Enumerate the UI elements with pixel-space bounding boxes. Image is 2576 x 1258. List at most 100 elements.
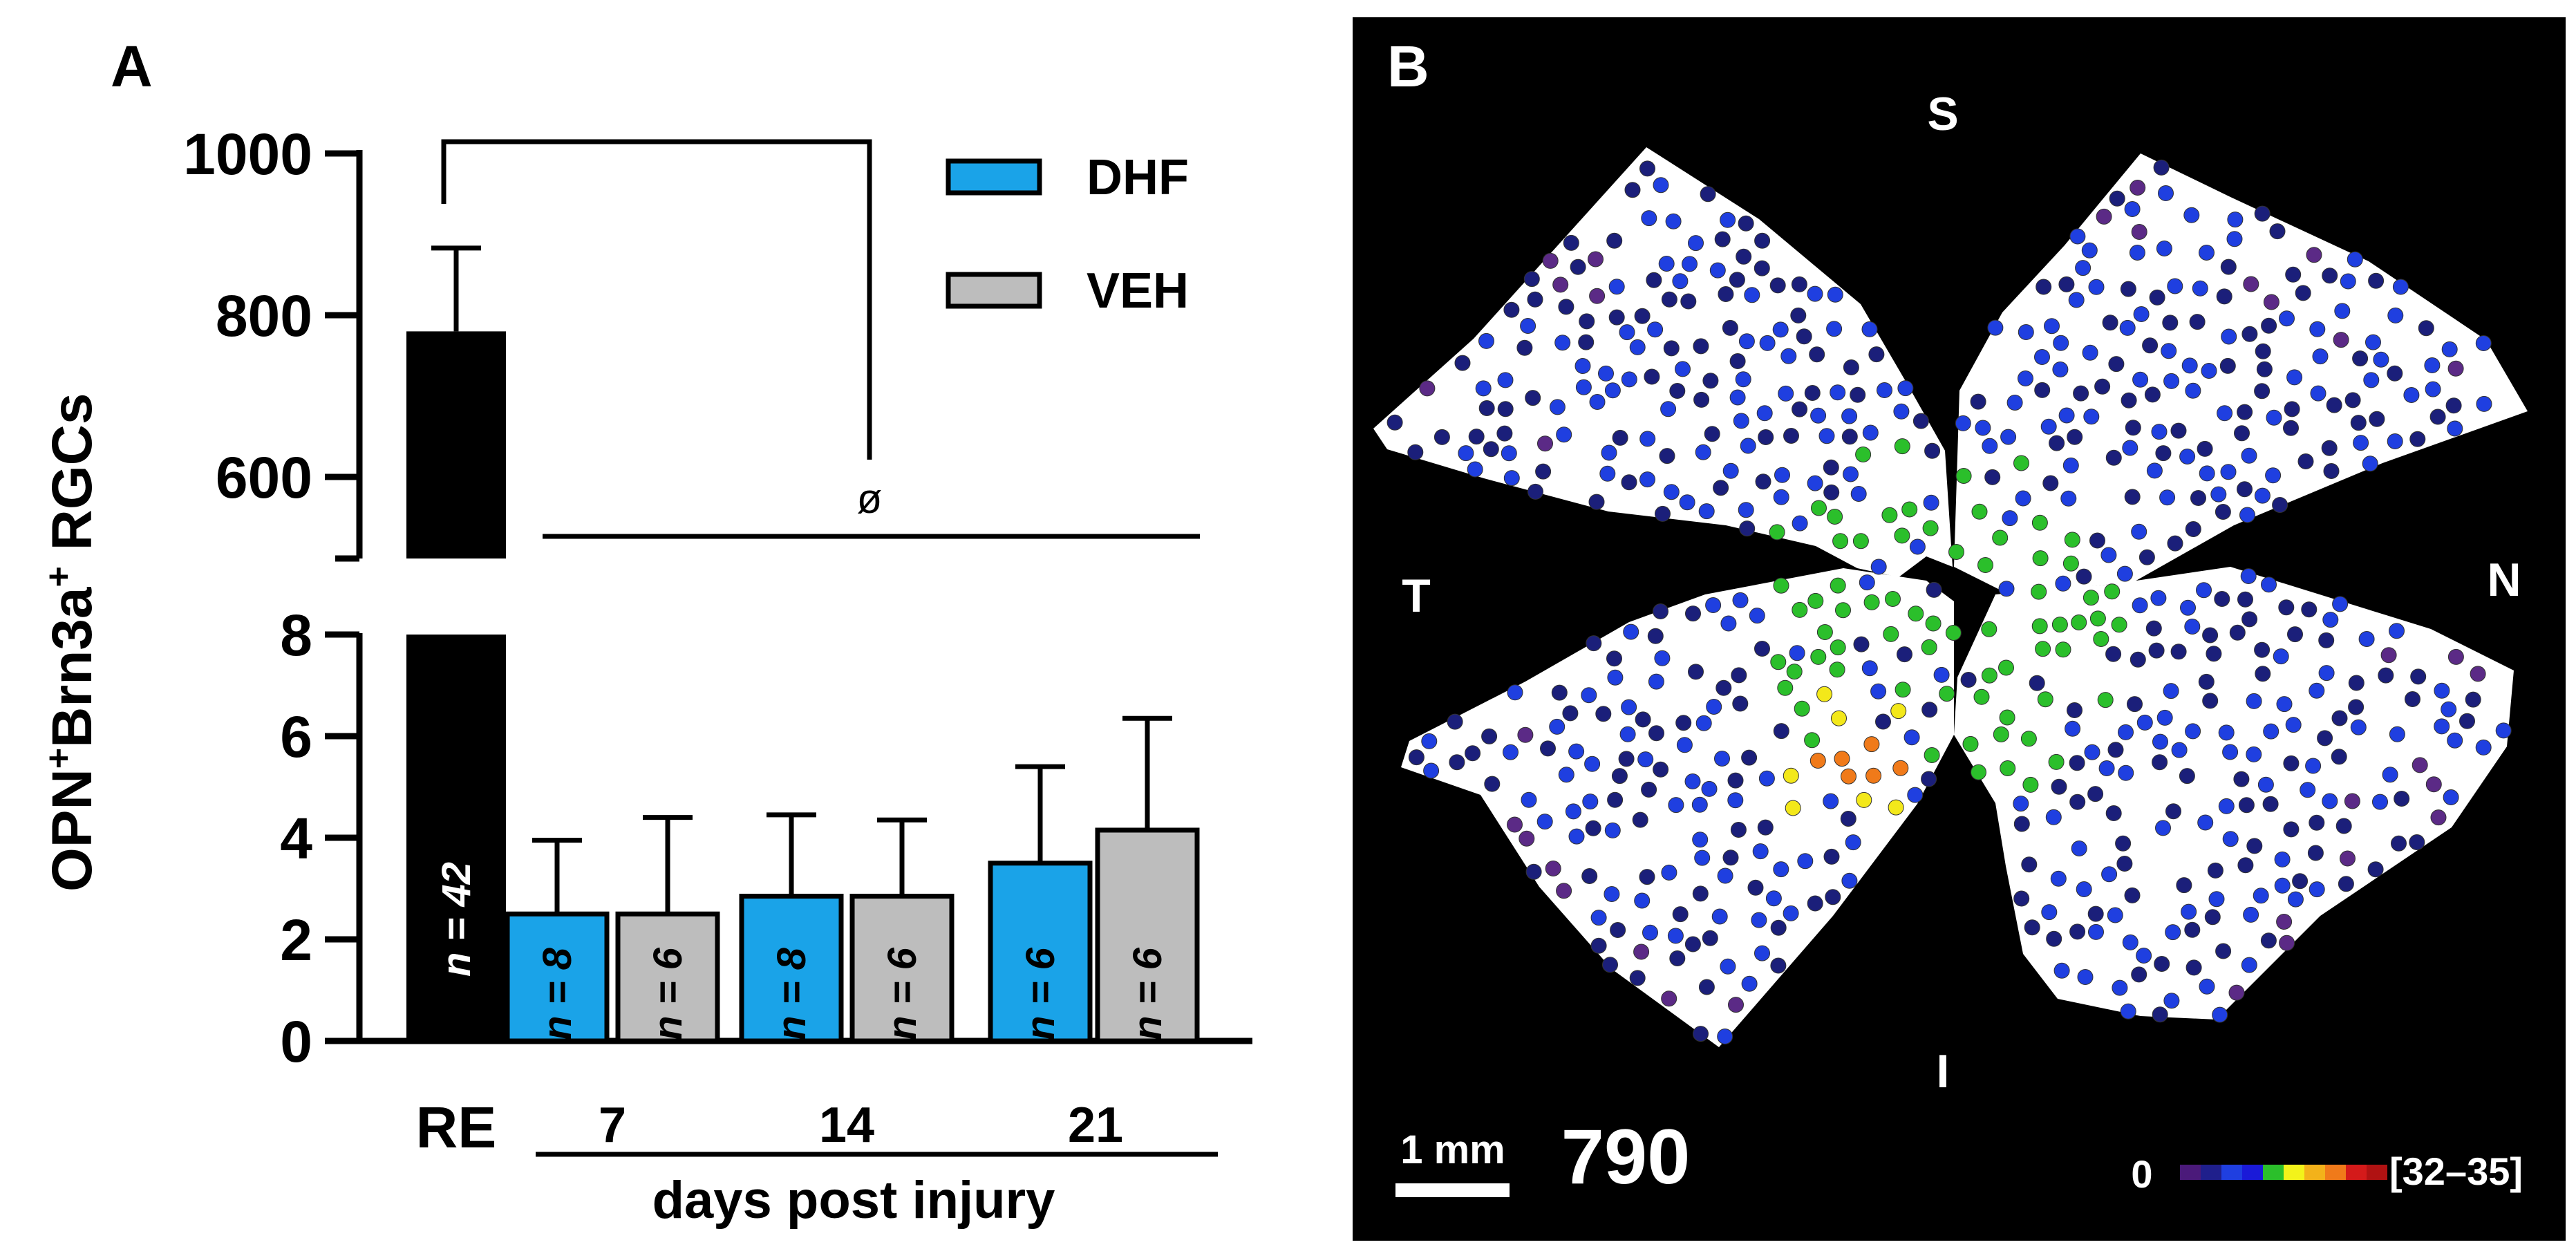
rgc-dot — [1693, 338, 1709, 355]
rgc-dot — [1804, 385, 1821, 401]
rgc-dot — [1921, 639, 1937, 655]
rgc-dot — [2243, 276, 2259, 292]
rgc-dot — [1562, 705, 1579, 722]
rgc-dot — [1682, 256, 1698, 272]
rgc-dot — [1894, 527, 1910, 544]
rgc-dot — [1841, 408, 1858, 424]
rgc-dot — [1783, 905, 1799, 921]
rgc-dot — [1717, 1029, 1733, 1044]
significance-bracket — [441, 139, 1200, 539]
rgc-dot — [2309, 682, 2325, 699]
x-label-14: 14 — [819, 1098, 874, 1153]
rgc-dot — [1720, 212, 1736, 228]
rgc-dot — [1527, 291, 1543, 308]
rgc-dot — [2109, 190, 2125, 207]
rgc-dot — [2409, 431, 2426, 447]
rgc-dot — [2263, 294, 2279, 310]
rgc-dot — [2000, 760, 2016, 776]
rgc-dot — [1908, 605, 1924, 622]
rgc-dot — [2237, 404, 2253, 420]
rgc-dot — [2020, 731, 2037, 747]
rgc-dot — [1589, 394, 1606, 410]
rgc-dot — [2243, 906, 2259, 923]
rgc-dot — [1977, 557, 1993, 573]
rgc-dot — [1619, 726, 1636, 742]
colorbar-segment — [2346, 1165, 2367, 1180]
rgc-dot — [1859, 574, 1875, 591]
rgc-dot — [1720, 958, 1736, 975]
rgc-dot — [1738, 502, 1754, 518]
rgc-dot — [1970, 393, 1986, 410]
rgc-dot — [1705, 597, 1722, 613]
rgc-dot — [1881, 507, 1898, 523]
rgc-dot — [1755, 473, 1771, 490]
rgc-dot — [1835, 602, 1851, 619]
rgc-dot — [2046, 930, 2062, 947]
rgc-dot — [1668, 797, 1684, 814]
rgc-dot — [2254, 205, 2271, 222]
rgc-dot — [2369, 411, 2385, 427]
rgc-dot — [2064, 532, 2080, 548]
rgc-dot — [2254, 383, 2271, 400]
rgc-dot — [2051, 778, 2067, 795]
rgc-dot — [2105, 805, 2122, 821]
rgc-dot — [1701, 780, 1718, 797]
rgc-dot — [2150, 590, 2167, 606]
rgc-dot — [2434, 718, 2450, 735]
rgc-dot — [1818, 428, 1835, 444]
rgc-dot — [2156, 709, 2173, 726]
rgc-dot — [1855, 447, 1872, 462]
rgc-dot — [1853, 636, 1870, 653]
rgc-dot — [1525, 390, 1541, 406]
rgc-dot — [2184, 921, 2201, 938]
rgc-dot — [1856, 791, 1872, 808]
rgc-dot — [1702, 930, 1718, 946]
panel-b-label: B — [1387, 34, 1429, 99]
rgc-dot — [2198, 673, 2215, 690]
rgc-dot — [2412, 757, 2428, 773]
rgc-dot — [2226, 231, 2243, 247]
rgc-dot — [1769, 524, 1785, 541]
rgc-dot — [2184, 619, 2201, 635]
rgc-dot — [1885, 591, 1901, 607]
rgc-dot — [1907, 787, 1924, 803]
rgc-dot — [1558, 767, 1574, 783]
rgc-dot — [1945, 625, 1962, 641]
rgc-dot — [1527, 483, 1543, 500]
rgc-dot — [1732, 592, 1749, 608]
rgc-dot — [1971, 503, 1988, 520]
rgc-dot — [1921, 702, 1938, 718]
rgc-dot — [2367, 861, 2384, 878]
rgc-dot — [2495, 722, 2512, 739]
rgc-dot — [1773, 723, 1789, 740]
rgc-dot — [1926, 581, 1942, 598]
rgc-dot — [1598, 365, 1614, 382]
rgc-dot — [1552, 276, 1569, 293]
rgc-dot — [2475, 739, 2492, 755]
rgc-dot — [2285, 266, 2302, 283]
rgc-dot — [2131, 523, 2147, 540]
rgc-dot — [2199, 978, 2215, 995]
rgc-dot — [2326, 397, 2342, 413]
rgc-dot — [1665, 213, 1682, 229]
rgc-dot — [1579, 313, 1595, 330]
rgc-dot — [1586, 635, 1602, 652]
rgc-dot — [1962, 735, 1979, 752]
rgc-dot — [2034, 382, 2051, 398]
rgc-dot — [2347, 251, 2363, 267]
rgc-dot — [1888, 799, 1904, 816]
rgc-dot — [2119, 319, 2136, 336]
scale-bar-label: 1 mm — [1400, 1127, 1505, 1172]
rgc-dot — [1599, 465, 1616, 482]
rgc-dot — [2071, 614, 2087, 630]
rgc-dot — [1735, 371, 1751, 388]
tick-label-0: 0 — [280, 1009, 312, 1074]
rgc-dot — [1503, 470, 1520, 487]
rgc-dot — [2124, 887, 2141, 903]
rgc-dot — [1637, 751, 1654, 768]
rgc-dot — [2146, 462, 2163, 479]
legend-swatch-veh — [946, 272, 1042, 309]
rgc-dot — [1769, 277, 1786, 294]
rgc-dot — [1754, 260, 1770, 276]
rgc-dot — [2018, 324, 2034, 340]
